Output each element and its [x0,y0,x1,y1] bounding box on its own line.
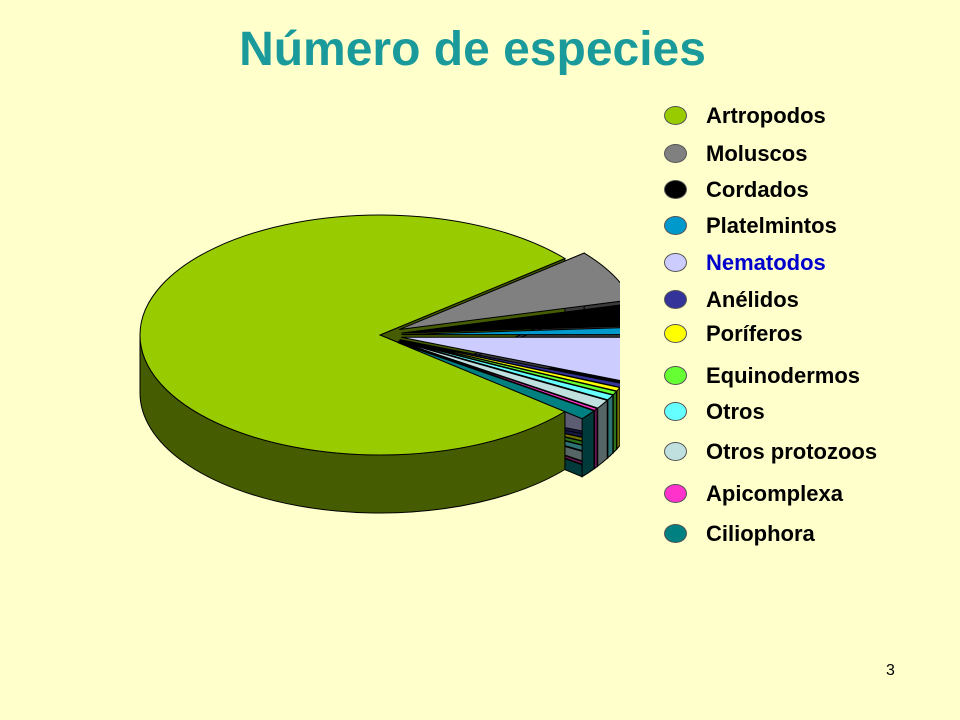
legend-swatch [664,484,687,503]
legend-item: Ciliophora [664,522,954,548]
pie-slice-otros-protozoos [398,340,609,409]
legend-swatch [664,144,687,163]
legend-item: Nematodos [664,251,954,277]
pie-slice-artropodos [139,214,567,456]
legend-swatch [664,290,687,309]
pie-slice-ciliophora [396,341,596,420]
legend-swatch [664,106,687,125]
chart-title: Número de especies [239,23,706,76]
legend-swatch [664,366,687,385]
pie-side-otros [607,393,614,459]
legend-item: Platelmintos [664,214,954,240]
legend-label: Otros [706,399,765,424]
legend-item: Otros [664,400,954,426]
legend-item: Cordados [664,178,954,204]
legend-item: Anélidos [664,288,954,314]
pie-slice-moluscos [399,252,620,331]
legend-swatch [664,524,687,543]
legend-swatch [664,324,687,343]
pie-chart [139,214,620,514]
legend-label: Poríferos [706,321,803,346]
legend-label: Equinodermos [706,363,861,388]
legend-label: Cordados [706,177,809,202]
legend-swatch [664,253,687,272]
legend-swatch [664,180,687,199]
pie-side-apicomplexa [594,407,598,470]
legend-swatch [664,442,687,461]
legend-item: Otros protozoos [664,440,954,466]
pie-slice-apicomplexa [397,341,599,412]
legend-swatch [664,402,687,421]
legend-label: Artropodos [706,103,826,128]
legend-label: Anélidos [706,287,799,312]
pie-side-otros-protozoos [597,399,608,468]
legend-item: Moluscos [664,142,954,168]
legend-label: Platelmintos [706,213,837,238]
legend-item: Artropodos [664,104,954,130]
legend-label: Ciliophora [706,521,815,546]
legend-item: Poríferos [664,322,954,348]
legend-item: Equinodermos [664,364,954,390]
page-number: 3 [886,662,895,679]
pie-slice-platelmintos [401,327,620,336]
legend-label: Moluscos [706,141,808,166]
legend-swatch [664,216,687,235]
pie-slice-cordados [401,304,620,334]
chart-legend: Artropodos Moluscos Cordados Platelmintos Ne… [664,0,954,720]
pie-slice-nematodos [401,336,620,382]
legend-label: Otros protozoos [706,439,878,464]
legend-label: Nematodos [706,250,826,275]
pie-side-ciliophora [581,409,595,478]
legend-item: Apicomplexa [664,482,954,508]
pie-slice-otros [398,340,614,401]
pie-side-poríferos [616,386,620,451]
pie-side-equinodermos [612,390,618,454]
legend-label: Apicomplexa [706,481,843,506]
